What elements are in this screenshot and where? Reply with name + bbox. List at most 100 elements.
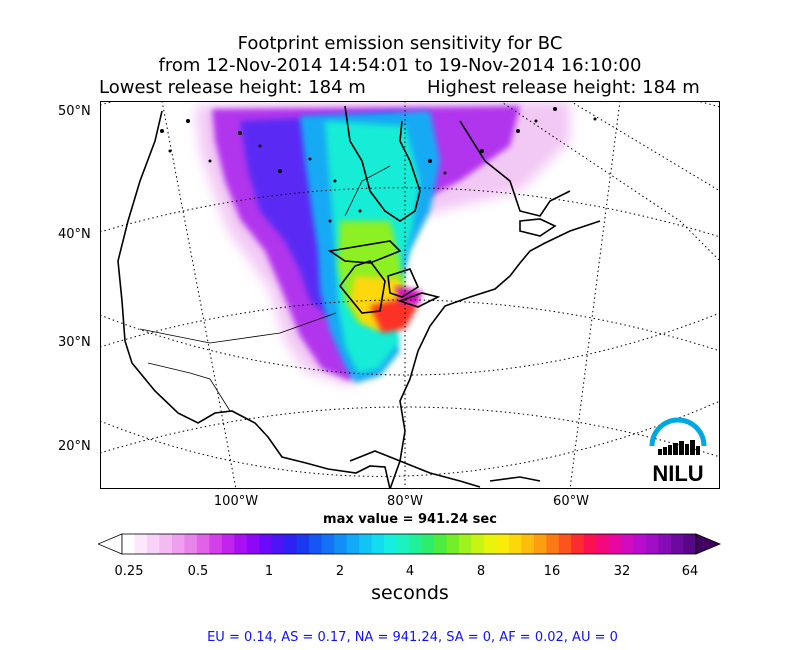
colorbar-cell — [134, 534, 148, 554]
great-lakes-erie — [397, 292, 441, 308]
colorbar-cell — [384, 534, 398, 554]
lat-label-20n: 20°N — [58, 439, 91, 454]
colorbar-cell — [471, 534, 485, 554]
nilu-logo: NILU — [649, 417, 707, 486]
west-and-gulf-coast — [117, 110, 391, 489]
colorbar-cell — [409, 534, 423, 554]
colorbar-cell — [446, 534, 460, 554]
colorbar-cell — [583, 534, 597, 554]
colorbar-cell — [421, 534, 435, 554]
lat-label-40n: 40°N — [58, 227, 91, 242]
colorbar-cell — [433, 534, 448, 554]
colorbar-cell — [546, 534, 560, 554]
lat-label-30n: 30°N — [58, 335, 91, 350]
colorbar-over-arrow — [695, 533, 722, 555]
colorbar-tick-label: 16 — [543, 564, 561, 579]
colorbar-tick-label: 2 — [335, 564, 345, 579]
colorbar-cell — [621, 534, 635, 554]
borders — [139, 165, 391, 412]
parallel-arc-lower — [100, 312, 720, 376]
great-lakes-superior — [327, 240, 402, 264]
canada-internal-border — [344, 165, 391, 217]
us-canada-border — [139, 312, 337, 344]
colorbar-cell — [608, 534, 622, 554]
colorbar-tick-label: 4 — [405, 564, 415, 579]
meridian-ne — [499, 101, 720, 262]
colorbar-cell — [334, 534, 348, 554]
colorbar-cell — [483, 534, 497, 554]
highest-release-height: Highest release height: 184 m — [427, 77, 700, 98]
colorbar-cell — [571, 534, 585, 554]
parallel-20n — [100, 406, 720, 458]
colorbar-tick-label: 1 — [264, 564, 274, 579]
colorbar-cell — [658, 534, 672, 554]
arctic-islands — [160, 107, 597, 223]
colorbar-cell — [521, 534, 535, 554]
colorbar-under-arrow — [98, 533, 123, 555]
time-range-subtitle: from 12-Nov-2014 14:54:01 to 19-Nov-2014… — [158, 55, 642, 76]
colorbar-cell — [321, 534, 335, 554]
colorbar-tick-label: 8 — [476, 564, 486, 579]
colorbar-frame — [121, 533, 697, 555]
colorbar-cell — [209, 534, 223, 554]
colorbar-cell — [184, 534, 198, 554]
parallel-30n — [100, 299, 720, 352]
colorbar-cell — [508, 534, 522, 554]
colorbar-cell — [159, 534, 173, 554]
colorbar-cell — [371, 534, 385, 554]
us-mexico-border — [147, 362, 231, 412]
colorbar-tick-label: 32 — [613, 564, 631, 579]
max-value-label: max value = 941.24 sec — [323, 512, 497, 527]
colorbar-cell — [196, 534, 210, 554]
colorbar-cell — [646, 534, 660, 554]
region-totals-footer: EU = 0.14, AS = 0.17, NA = 941.24, SA = … — [207, 630, 618, 645]
great-lakes-huron — [387, 268, 420, 298]
cuba — [349, 450, 481, 488]
colorbar-cell — [146, 534, 161, 554]
colorbar-cell — [221, 534, 235, 554]
nilu-logo-text: NILU — [652, 461, 703, 486]
newfoundland — [519, 218, 557, 237]
colorbar-cell — [246, 534, 260, 554]
colorbar — [98, 533, 722, 555]
colorbar-cell — [558, 534, 572, 554]
colorbar-cell — [359, 534, 373, 554]
meridian-60w — [569, 101, 621, 489]
lon-label-100w: 100°W — [213, 494, 259, 509]
labrador-coast — [459, 120, 571, 217]
lowest-release-height: Lowest release height: 184 m — [99, 77, 366, 98]
colorbar-cell — [396, 534, 410, 554]
plume-layer-7 — [370, 299, 418, 333]
colorbar-cell — [683, 534, 697, 554]
colorbar-cell — [346, 534, 360, 554]
colorbar-cell — [596, 534, 610, 554]
east-coast — [389, 220, 601, 489]
parallel-40n — [100, 187, 720, 238]
colorbar-tick-label: 0.25 — [114, 564, 144, 579]
colorbar-cell — [533, 534, 547, 554]
colorbar-cell — [671, 534, 685, 554]
footprint-map: NILU — [100, 101, 720, 489]
colorbar-cell — [296, 534, 310, 554]
lon-label-60w: 60°W — [553, 494, 589, 509]
colorbar-cell — [633, 534, 647, 554]
hispaniola — [489, 476, 541, 482]
meridian-ne2 — [569, 101, 720, 192]
sensitivity-plume — [195, 101, 570, 386]
colorbar-tick-label: 64 — [681, 564, 699, 579]
colorbar-cell — [234, 534, 248, 554]
great-lakes-michigan — [338, 260, 386, 314]
colorbar-unit-label: seconds — [371, 582, 449, 604]
nilu-logo-arc — [649, 417, 707, 447]
colorbar-cells — [122, 534, 697, 554]
lon-label-80w: 80°W — [387, 494, 423, 509]
colorbar-cell — [284, 534, 298, 554]
map-frame — [100, 101, 720, 489]
colorbar-cell — [259, 534, 273, 554]
colorbar-cell — [271, 534, 285, 554]
nilu-logo-skyline — [658, 440, 700, 455]
colorbar-cell — [171, 534, 185, 554]
plot-title: Footprint emission sensitivity for BC — [237, 33, 563, 54]
coastlines — [117, 105, 601, 489]
hudson-bay — [344, 105, 421, 222]
